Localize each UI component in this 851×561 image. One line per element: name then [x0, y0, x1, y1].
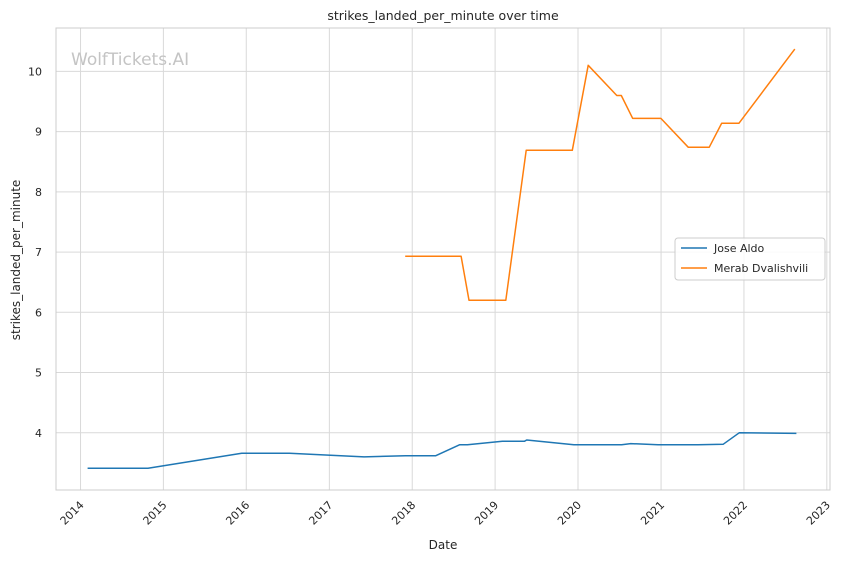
y-tick-label: 7 [35, 246, 42, 259]
y-tick-label: 5 [35, 367, 42, 380]
y-tick-label: 6 [35, 306, 42, 319]
legend-box [674, 237, 826, 281]
y-axis-ticks: 4 5 6 7 8 9 10 [28, 65, 42, 439]
series-line-jose-aldo [87, 432, 797, 470]
y-tick-label: 10 [28, 65, 42, 78]
series-layer [87, 48, 797, 470]
legend-label-jose-aldo: Jose Aldo [713, 242, 765, 255]
legend-label-merab-dvalishvili: Merab Dvalishvili [714, 262, 808, 275]
y-axis-label: strikes_landed_per_minute [9, 180, 23, 341]
grid [56, 28, 830, 490]
legend: Jose Aldo Merab Dvalishvili [674, 237, 826, 281]
y-tick-label: 4 [35, 427, 42, 440]
plot-area-frame [55, 27, 831, 491]
y-tick-label: 9 [35, 126, 42, 139]
watermark: WolfTickets.AI [71, 50, 189, 70]
y-tick-label: 8 [35, 186, 42, 199]
chart-title: strikes_landed_per_minute over time [327, 8, 559, 23]
x-axis-label: Date [429, 538, 458, 552]
series-line-merab-dvalishvili [405, 48, 796, 302]
